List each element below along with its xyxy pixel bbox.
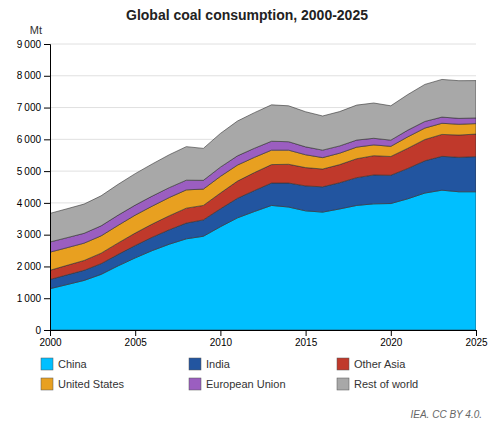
plot: 2000 2005 2010 2015 2020 2025 0 1 000 2 000 3 000… (17, 39, 488, 348)
y-axis-title: Mt (30, 24, 42, 36)
x-tick: 2010 (210, 330, 233, 348)
area (50, 79, 476, 242)
x-tick: 2000 (39, 330, 62, 348)
y-tick-mark (44, 171, 50, 172)
legend-item: Rest of world (337, 378, 418, 390)
title: Global coal consumption, 2000-2025 (126, 7, 368, 23)
legend-swatch (337, 378, 349, 390)
y-tick: 5 000 (17, 166, 50, 177)
legend-item: Other Asia (337, 358, 406, 370)
y-axis: 0 1 000 2 000 3 000 4 000 5 000 6 000 7 000 8 00… (17, 39, 51, 336)
x-tick: 2005 (125, 330, 148, 348)
y-tick-label: 2 000 (17, 261, 42, 272)
annotation: IEA. CC BY 4.0. (410, 409, 482, 420)
y-tick-label: 4 000 (17, 198, 42, 209)
y-tick: 1 000 (17, 293, 50, 304)
x-tick-label: 2020 (380, 337, 403, 348)
x-tick-mark (220, 330, 221, 336)
x-tick-mark (306, 330, 307, 336)
x-tick-label: 2005 (125, 337, 148, 348)
grid-line (50, 75, 476, 76)
legend-swatch (189, 378, 201, 390)
x-tick: 2025 (465, 330, 488, 348)
x-tick-mark (135, 330, 136, 336)
legend-item: United States (41, 378, 125, 390)
y-tick-mark (44, 235, 50, 236)
y-tick-label: 8 000 (17, 70, 42, 81)
legend-label: China (58, 358, 88, 370)
legend-label: United States (58, 378, 125, 390)
y-tick-label: 7 000 (17, 102, 42, 113)
y-axis-line (44, 45, 51, 331)
y-tick-label: 6 000 (17, 134, 42, 145)
x-tick-label: 2000 (39, 337, 62, 348)
legend-item: European Union (189, 378, 286, 390)
y-tick: 6 000 (17, 134, 50, 145)
y-tick: 4 000 (17, 198, 50, 209)
x-axis-line (51, 331, 477, 337)
y-tick-mark (44, 108, 50, 109)
legend-swatch (41, 358, 53, 370)
y-tick: 2 000 (17, 261, 50, 272)
y-tick: 0 (35, 325, 50, 336)
y-tick-mark (44, 139, 50, 140)
y-tick: 3 000 (17, 229, 50, 240)
grid-line (50, 44, 476, 45)
y-tick-mark (44, 76, 50, 77)
legend-label: India (206, 358, 231, 370)
y-tick-mark (44, 266, 50, 267)
y-tick-label: 0 (35, 325, 41, 336)
chart: 2000 2005 2010 2015 2020 2025 0 1 000 2 000 3 000… (0, 0, 494, 426)
y-tick-label: 1 000 (17, 293, 42, 304)
x-tick-label: 2025 (465, 337, 488, 348)
y-tick: 9 000 (17, 39, 50, 50)
legend-label: Other Asia (354, 358, 406, 370)
legend-swatch (41, 378, 53, 390)
x-tick-mark (476, 330, 477, 336)
y-tick-mark (44, 44, 50, 45)
y-tick: 7 000 (17, 102, 50, 113)
legend-item: India (189, 358, 231, 370)
x-tick: 2015 (295, 330, 318, 348)
x-tick-label: 2010 (210, 337, 233, 348)
y-tick-label: 5 000 (17, 166, 42, 177)
y-tick-mark (44, 330, 50, 331)
legend: China India Other Asia United States Europea… (41, 358, 418, 390)
legend-swatch (189, 358, 201, 370)
grid (50, 44, 476, 330)
y-tick: 8 000 (17, 70, 50, 81)
y-tick-mark (44, 203, 50, 204)
x-tick: 2020 (380, 330, 403, 348)
legend-label: Rest of world (354, 378, 418, 390)
x-tick-label: 2015 (295, 337, 318, 348)
x-axis: 2000 2005 2010 2015 2020 2025 (39, 330, 488, 348)
y-tick-label: 3 000 (17, 229, 42, 240)
legend-item: China (41, 358, 88, 370)
x-tick-mark (391, 330, 392, 336)
legend-swatch (337, 358, 349, 370)
y-tick-label: 9 000 (17, 39, 42, 50)
areas (50, 79, 476, 330)
y-tick-mark (44, 298, 50, 299)
legend-label: European Union (206, 378, 286, 390)
